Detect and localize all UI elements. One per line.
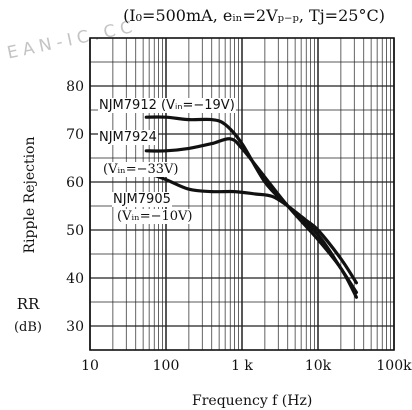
y-axis-symbol: RR — [16, 295, 40, 313]
x-tick-label: 1 k — [231, 358, 253, 374]
legend-label-njm7924: NJM7924 — [98, 130, 158, 145]
x-tick-label: 100k — [376, 358, 412, 374]
y-tick-label: 60 — [66, 175, 84, 191]
y-axis-unit: (dB) — [13, 320, 43, 335]
chart-subtitle: (I₀=500mA, eᵢₙ=2Vₚ₋ₚ, Tj=25°C) — [123, 6, 385, 25]
series-line-njm7924 — [144, 137, 358, 299]
series-line-njm7912 — [144, 115, 358, 294]
y-tick-label: 70 — [66, 127, 84, 143]
x-tick-label: 10k — [305, 358, 332, 374]
x-tick-label: 10 — [81, 358, 99, 374]
axes: 10 100 1 k 10k 100k 30 40 50 60 70 80 — [66, 37, 412, 374]
x-tick-label: 100 — [153, 358, 180, 374]
x-axis-label: Frequency f (Hz) — [192, 393, 313, 409]
legend-label-njm7912: NJM7912 (Vᵢₙ=−19V) — [98, 98, 236, 113]
y-tick-label: 40 — [66, 271, 84, 287]
legend-label-njm7905: NJM7905 — [112, 192, 172, 207]
legend-condition-njm7905: (Vᵢₙ=−10V) — [116, 209, 194, 224]
y-tick-label: 30 — [66, 319, 84, 335]
plot-frame — [89, 37, 395, 351]
series-lines — [144, 115, 358, 299]
series-line-njm7905 — [144, 170, 358, 285]
y-tick-label: 80 — [66, 79, 84, 95]
legend-condition-njm7924: (Vᵢₙ=−33V) — [102, 162, 180, 177]
y-tick-label: 50 — [66, 223, 84, 239]
